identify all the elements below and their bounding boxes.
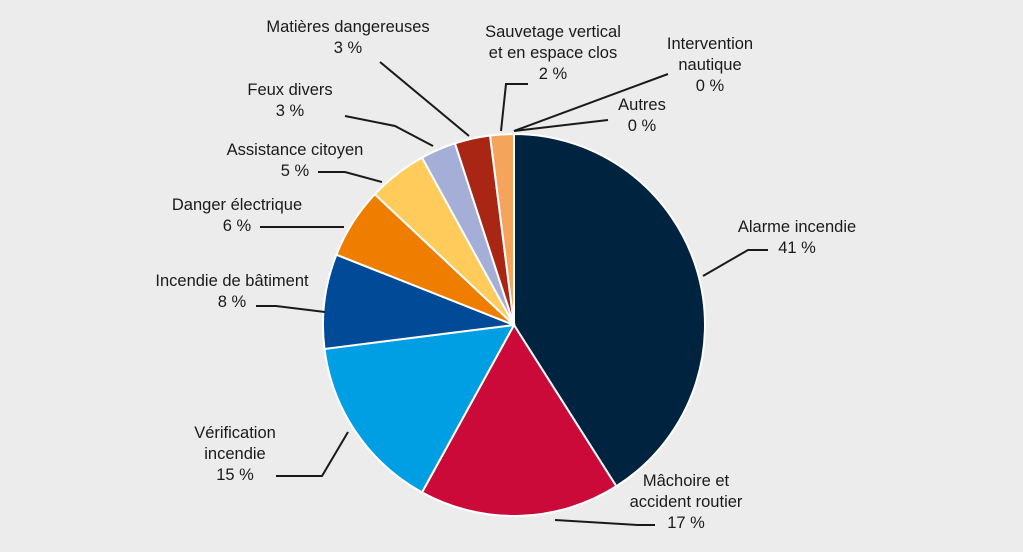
leader-line-verification-incendie (276, 431, 349, 477)
slice-name-autres: Autres (618, 96, 666, 114)
slice-value-autres: 0 % (628, 117, 657, 135)
leader-line-incendie-de-batiment (256, 305, 326, 313)
slice-label-assistance-citoyen: Assistance citoyen 5 % (227, 141, 364, 180)
slice-value-verification-incendie: 15 % (216, 466, 254, 484)
slice-value-matieres-dangereuses: 3 % (334, 39, 363, 57)
pie-slice-machoire-et-accident-routier (420, 323, 618, 517)
slice-label-machoire-et-accident-routier: Mâchoire et accident routier 17 % (630, 472, 743, 532)
pie-slices (322, 132, 706, 517)
slice-name-alarme-incendie: Alarme incendie (738, 218, 856, 236)
slice-label-verification-incendie: Vérification incendie 15 % (194, 424, 276, 484)
leader-line-matieres-dangereuses (379, 61, 470, 137)
leader-lines (256, 61, 768, 526)
leader-line-intervention-nautique (513, 73, 669, 132)
slice-name-machoire-et-accident-routier: Mâchoire et (643, 472, 730, 490)
slice-name-assistance-citoyen: Assistance citoyen (227, 141, 364, 159)
pie-slice-verification-incendie (323, 323, 516, 494)
slice-value-feux-divers: 3 % (276, 102, 305, 120)
slice-value-machoire-et-accident-routier: 17 % (667, 514, 705, 532)
slice-label-autres: Autres 0 % (618, 96, 666, 135)
slice-value-sauvetage-vertical-et-en-espace-clos: 2 % (539, 65, 568, 83)
slice-label-incendie-de-batiment: Incendie de bâtiment 8 % (155, 272, 309, 311)
slice-value-alarme-incendie: 41 % (778, 239, 816, 257)
slice-name-sauvetage-vertical-et-en-espace-clos: Sauvetage vertical (485, 23, 621, 41)
slice-label-sauvetage-vertical-et-en-espace-clos: Sauvetage vertical et en espace clos 2 % (485, 23, 621, 83)
slice-name-danger-electrique: Danger électrique (172, 196, 302, 214)
leader-line-feux-divers (344, 115, 434, 147)
slice-name-intervention-nautique: nautique (678, 56, 741, 74)
slice-label-alarme-incendie: Alarme incendie 41 % (738, 218, 856, 257)
slice-value-assistance-citoyen: 5 % (281, 162, 310, 180)
leader-line-sauvetage-vertical-et-en-espace-clos (500, 83, 528, 132)
pie-slice-incendie-de-batiment (322, 253, 515, 351)
slice-name-machoire-et-accident-routier: accident routier (630, 493, 743, 511)
slice-labels: Alarme incendie 41 % Mâchoire et accident r… (155, 18, 856, 532)
slice-name-intervention-nautique: Intervention (667, 35, 753, 53)
slice-value-incendie-de-batiment: 8 % (218, 293, 247, 311)
slice-label-feux-divers: Feux divers 3 % (247, 81, 332, 120)
slice-value-intervention-nautique: 0 % (696, 77, 725, 95)
leader-line-autres (513, 119, 609, 132)
slice-name-verification-incendie: Vérification (194, 424, 276, 442)
leader-line-alarme-incendie (702, 249, 768, 277)
slice-label-matieres-dangereuses: Matières dangereuses 3 % (266, 18, 429, 57)
leader-line-machoire-et-accident-routier (554, 519, 655, 526)
slice-name-sauvetage-vertical-et-en-espace-clos: et en espace clos (489, 44, 617, 62)
slice-label-danger-electrique: Danger électrique 6 % (172, 196, 302, 235)
pie-slice-alarme-incendie (513, 132, 706, 488)
slice-name-matieres-dangereuses: Matières dangereuses (266, 18, 429, 36)
slice-label-intervention-nautique: Intervention nautique 0 % (667, 35, 753, 95)
slice-name-verification-incendie: incendie (204, 445, 265, 463)
slice-value-danger-electrique: 6 % (223, 217, 252, 235)
slice-name-incendie-de-batiment: Incendie de bâtiment (155, 272, 309, 290)
leader-line-assistance-citoyen (318, 171, 383, 183)
pie-slice-sauvetage-vertical-et-en-espace-clos (488, 132, 515, 326)
slice-name-feux-divers: Feux divers (247, 81, 332, 99)
